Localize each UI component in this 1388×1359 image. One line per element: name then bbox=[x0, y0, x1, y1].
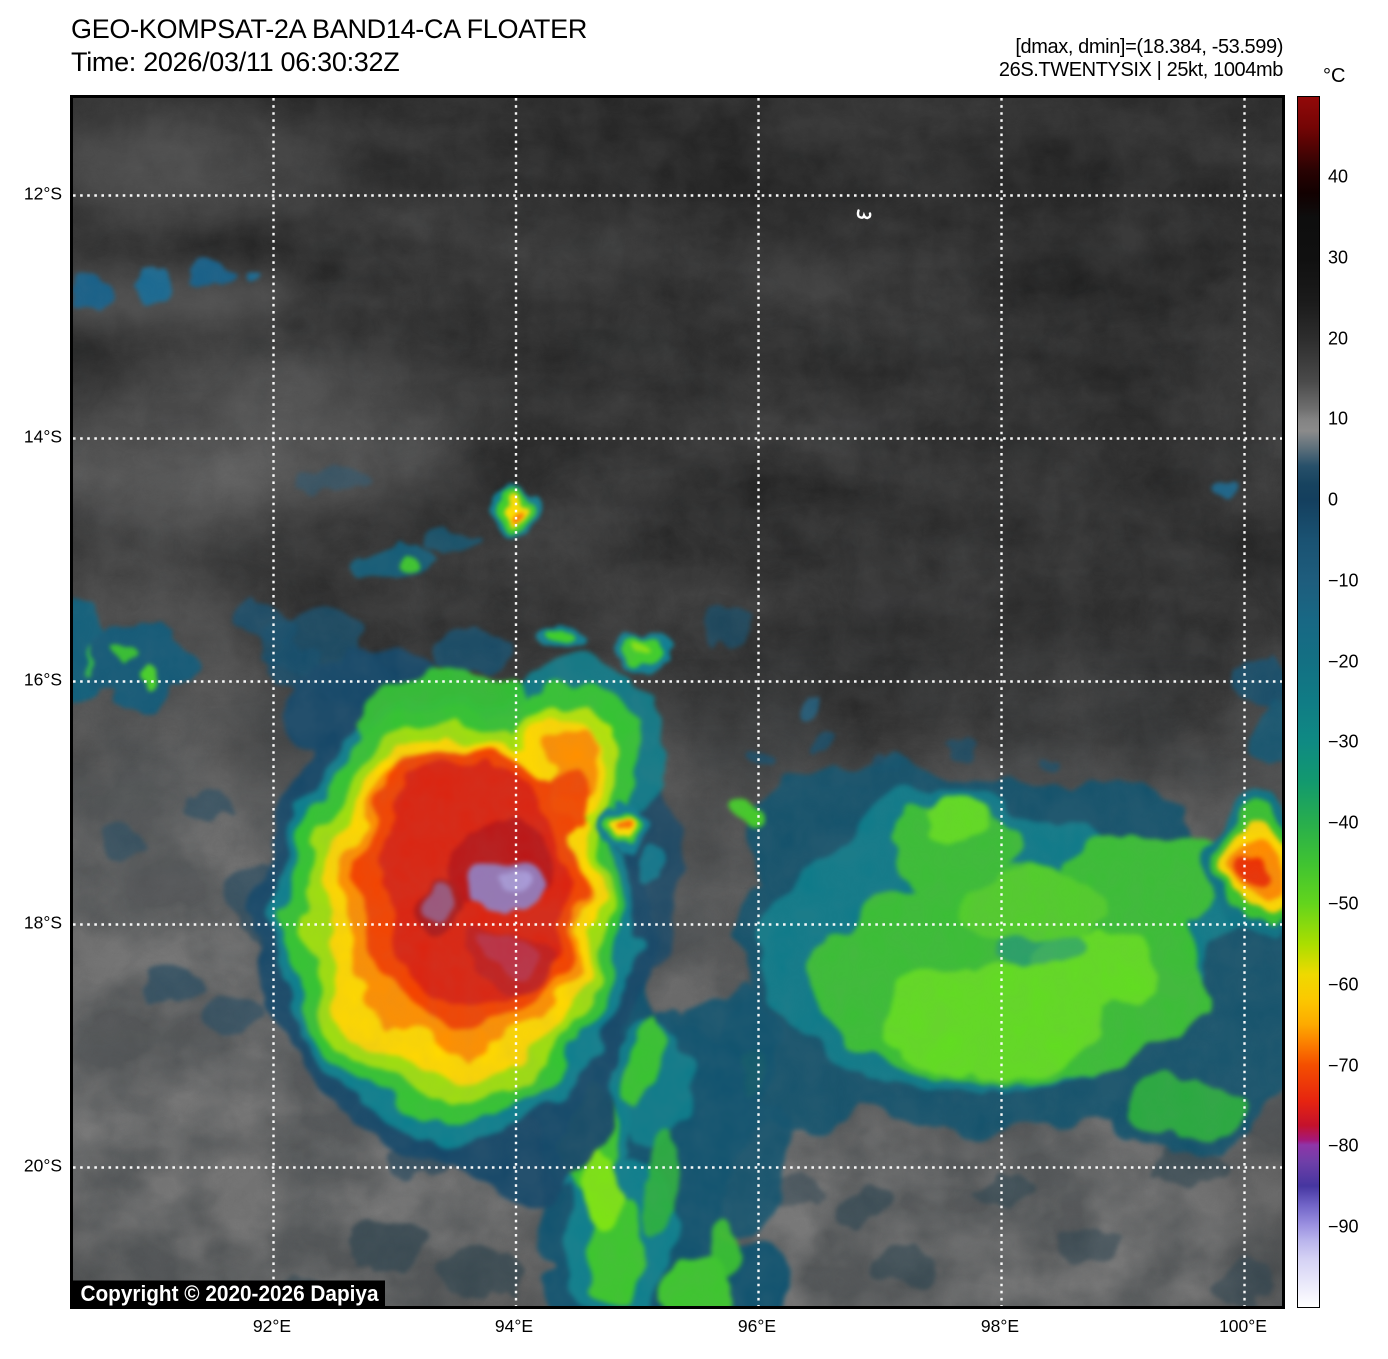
svg-text:Copyright © 2020-2026 Dapiya: Copyright © 2020-2026 Dapiya bbox=[81, 1281, 380, 1306]
